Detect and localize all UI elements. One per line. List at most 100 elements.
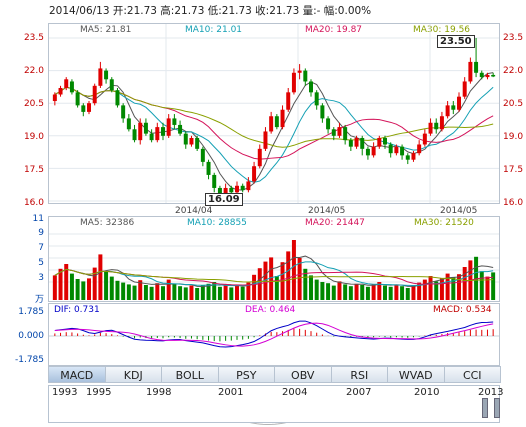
- candle-body: [138, 122, 143, 141]
- tab-wvad[interactable]: WVAD: [387, 366, 445, 383]
- main-ma5-legend: MA5: 21.81: [80, 25, 132, 35]
- candle-body: [206, 161, 211, 175]
- volume-bar: [166, 279, 171, 300]
- volume-bar: [69, 273, 74, 300]
- timeline-left-handle[interactable]: [482, 398, 488, 418]
- price-tick-left-5: 16.0: [23, 198, 44, 208]
- price-tick-right-4: 17.5: [503, 165, 524, 175]
- volume-bar: [286, 251, 291, 300]
- volume-bar: [189, 285, 194, 300]
- candle-body: [326, 118, 331, 130]
- volume-bar: [445, 273, 450, 300]
- volume-bar: [457, 274, 461, 300]
- volume-bar: [155, 283, 160, 300]
- price-tick-left-1: 22.0: [23, 66, 44, 76]
- volume-bar: [223, 284, 228, 300]
- volume-bar: [428, 276, 433, 300]
- vol-ma20-legend: MA20: 21447: [305, 218, 365, 228]
- candle-body: [172, 118, 177, 125]
- volume-bar: [348, 286, 353, 300]
- candle-body: [246, 181, 251, 191]
- candle-body: [417, 144, 422, 154]
- volume-bar: [297, 258, 302, 300]
- volume-bar: [337, 281, 342, 300]
- price-ma5-line: [54, 72, 494, 191]
- candle-body: [320, 105, 325, 119]
- volume-bar: [462, 267, 467, 300]
- volume-bar: [104, 271, 109, 300]
- candle-body: [183, 133, 188, 145]
- timeline-navigator[interactable]: [48, 385, 500, 423]
- date-label-0: 2014/04: [175, 206, 213, 216]
- candle-body: [269, 116, 274, 132]
- candle-body: [383, 137, 387, 145]
- candle-body: [343, 127, 348, 141]
- tab-boll[interactable]: BOLL: [161, 366, 219, 383]
- volume-bar: [138, 280, 143, 300]
- date-label-1: 2014/05: [308, 206, 346, 216]
- tab-rsi[interactable]: RSI: [330, 366, 388, 383]
- candle-body: [195, 137, 200, 149]
- tab-psy[interactable]: PSY: [217, 366, 275, 383]
- volume-bar: [217, 286, 222, 300]
- volume-bar: [229, 287, 234, 300]
- price-tick-right-5: 16.0: [503, 198, 524, 208]
- candle-body: [132, 129, 137, 141]
- volume-bar: [178, 286, 183, 300]
- volume-bar: [195, 288, 200, 300]
- tab-cci[interactable]: CCI: [443, 366, 501, 383]
- volume-bar: [183, 287, 188, 300]
- macd-dea-legend: DEA: 0.464: [245, 305, 296, 315]
- main-ma10-legend: MA10: 21.01: [185, 25, 243, 35]
- volume-chart-panel[interactable]: [48, 216, 500, 302]
- volume-bar: [491, 272, 496, 300]
- volume-bar: [92, 267, 97, 300]
- volume-bar: [64, 264, 69, 300]
- indicator-tabs: MACD KDJ BOLL PSY OBV RSI WVAD CCI: [48, 366, 501, 384]
- macd-chart-panel[interactable]: [48, 303, 500, 366]
- volume-bar: [87, 278, 91, 300]
- volume-bar: [303, 268, 308, 300]
- candle-body: [280, 109, 285, 128]
- timeline-right-handle[interactable]: [494, 398, 500, 418]
- candle-body: [400, 146, 405, 156]
- timeline-year-2013: 2013: [478, 387, 504, 398]
- volume-bar: [161, 286, 165, 300]
- candle-body: [92, 85, 97, 104]
- tab-kdj[interactable]: KDJ: [104, 366, 162, 383]
- candle-body: [348, 140, 353, 147]
- candle-body: [291, 72, 296, 93]
- candle-body: [337, 127, 342, 136]
- tab-macd[interactable]: MACD: [48, 366, 106, 383]
- timeline-year-2007: 2007: [346, 387, 372, 398]
- price-tick-left-4: 17.5: [23, 165, 44, 175]
- tab-obv[interactable]: OBV: [274, 366, 332, 383]
- candle-body: [445, 105, 450, 117]
- candle-body: [286, 92, 291, 110]
- price-chart-panel[interactable]: [48, 23, 500, 204]
- volume-bar: [109, 276, 114, 300]
- volume-bar: [388, 286, 393, 300]
- candle-body: [394, 146, 399, 154]
- macd-tick-1: 0.000: [18, 331, 44, 341]
- candle-body: [200, 148, 205, 162]
- volume-bar: [246, 282, 251, 300]
- volume-bar: [434, 281, 439, 300]
- candle-body: [439, 116, 444, 130]
- volume-bar: [479, 271, 484, 300]
- candle-body: [331, 129, 336, 136]
- candle-body: [377, 137, 382, 147]
- volume-bar: [417, 282, 422, 300]
- main-ma20-legend: MA20: 19.87: [305, 25, 363, 35]
- candle-body: [485, 74, 490, 78]
- volume-bar: [326, 283, 331, 300]
- price-tick-left-3: 19.0: [23, 132, 44, 142]
- candle-body: [87, 103, 91, 112]
- candle-body: [52, 94, 57, 102]
- candle-body: [468, 61, 473, 82]
- price-tick-right-2: 20.5: [503, 99, 524, 109]
- vol-tick-2: 7: [38, 243, 44, 253]
- price-ma30-line: [54, 86, 494, 148]
- candle-body: [309, 81, 313, 93]
